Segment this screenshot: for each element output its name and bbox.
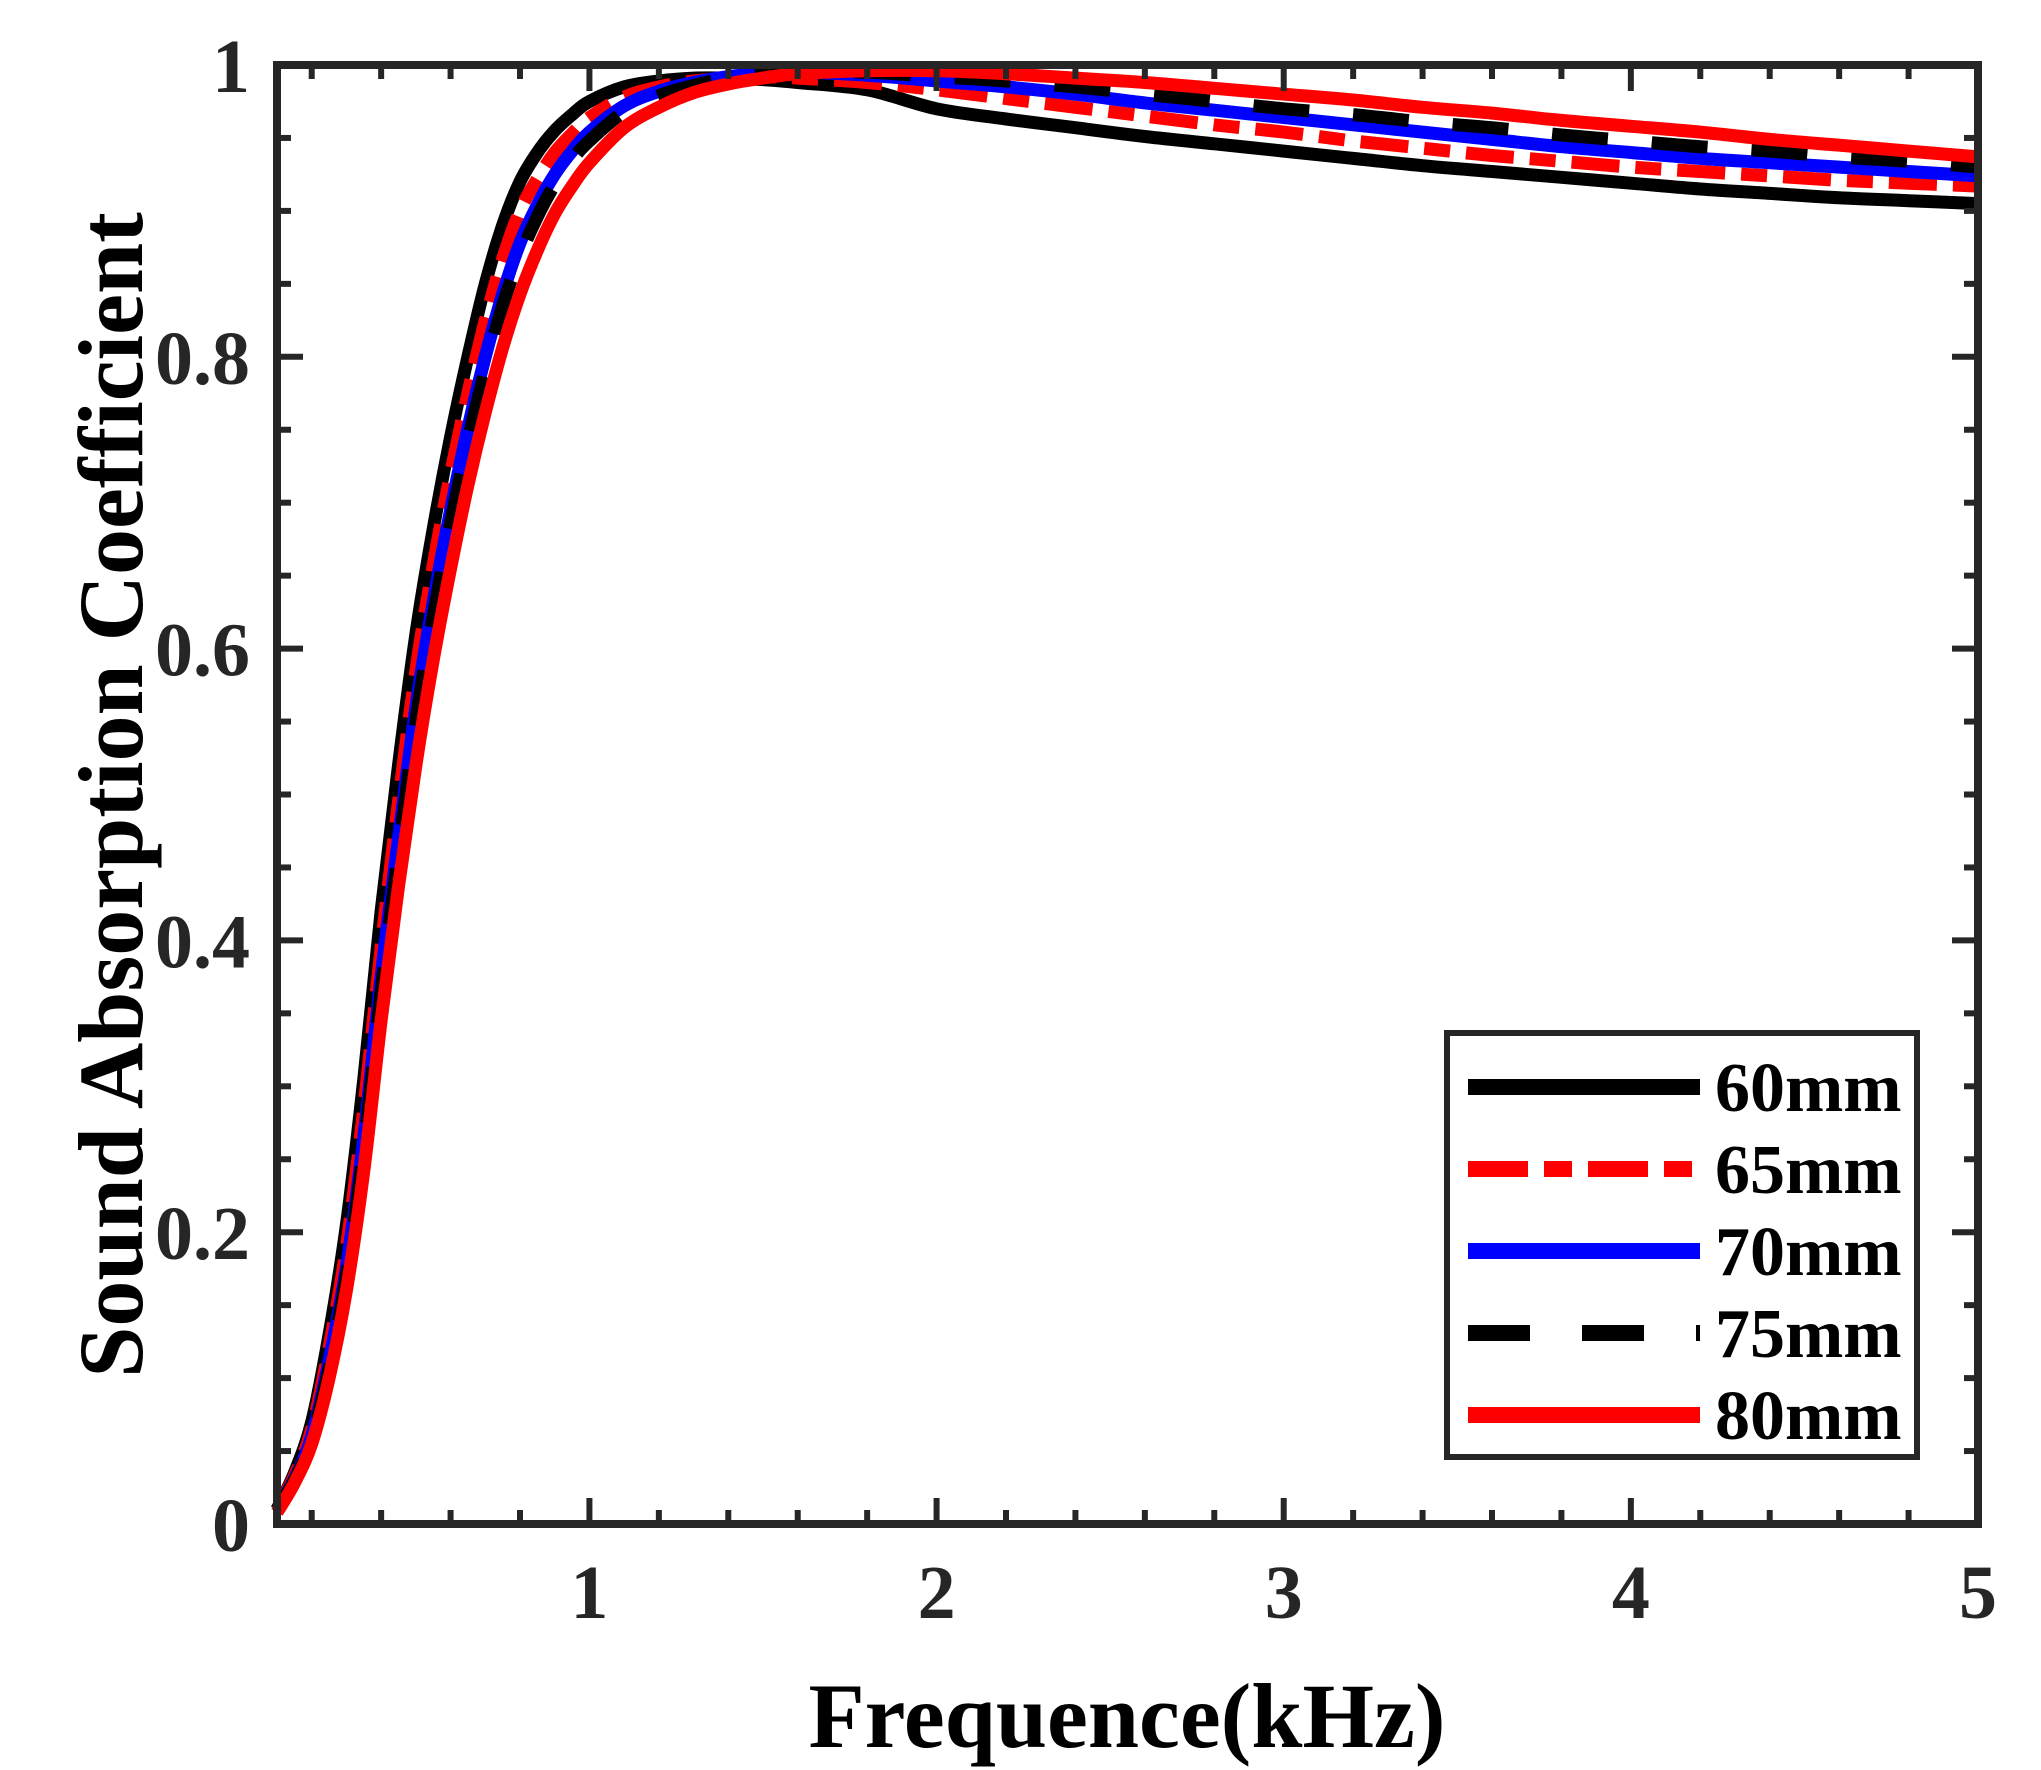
legend-label-65mm: 65mm [1715, 1132, 1902, 1209]
x-tick-label: 4 [1612, 1551, 1650, 1635]
y-tick-label: 0.6 [155, 609, 250, 693]
y-tick-label: 1 [212, 25, 250, 109]
legend-label-70mm: 70mm [1715, 1214, 1902, 1291]
legend-label-80mm: 80mm [1715, 1378, 1902, 1455]
y-tick-label: 0.4 [155, 900, 250, 984]
legend-item: 65mm [1468, 1132, 1902, 1209]
legend-item: 60mm [1468, 1050, 1902, 1127]
x-tick-labels: 1 2 3 4 5 [570, 1551, 1997, 1635]
y-tick-label: 0.8 [155, 317, 250, 401]
legend: 60mm 65mm 70mm 75mm 80mm [1444, 1030, 1920, 1460]
y-tick-labels: 0 0.2 0.4 0.6 0.8 1 [155, 25, 250, 1568]
x-axis-label: Frequence(kHz) [808, 1665, 1445, 1767]
axis-ticks [277, 65, 1978, 1524]
legend-item: 80mm [1468, 1378, 1902, 1455]
legend-label-75mm: 75mm [1715, 1296, 1902, 1373]
y-tick-label: 0 [212, 1484, 250, 1568]
x-tick-label: 3 [1265, 1551, 1303, 1635]
y-axis-label: Sound Absorption Coefficient [60, 212, 162, 1378]
series-curves [271, 63, 1979, 1516]
legend-item: 75mm [1468, 1296, 1902, 1373]
x-tick-label: 1 [570, 1551, 608, 1635]
legend-label-60mm: 60mm [1715, 1050, 1902, 1127]
y-tick-label: 0.2 [155, 1192, 250, 1276]
x-tick-label: 5 [1959, 1551, 1997, 1635]
x-tick-label: 2 [918, 1551, 956, 1635]
legend-item: 70mm [1468, 1214, 1902, 1291]
curve-80mm [271, 63, 1979, 1516]
curve-75mm [271, 65, 1979, 1513]
